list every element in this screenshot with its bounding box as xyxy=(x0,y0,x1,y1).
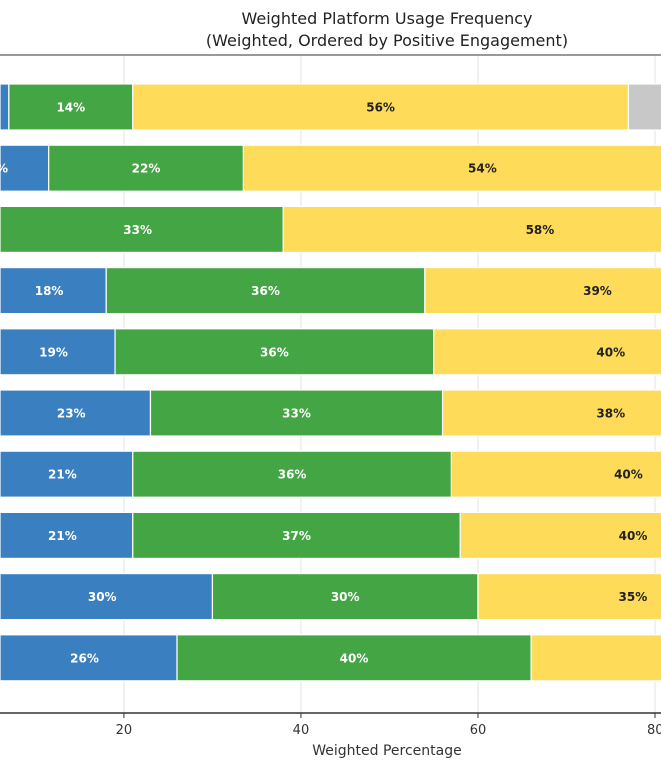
segment-label: 18% xyxy=(35,284,64,298)
segment-label: 19% xyxy=(39,345,68,359)
segment-label: 40% xyxy=(340,651,369,665)
bar-segment-blue xyxy=(0,83,10,131)
segment-label: 26% xyxy=(70,651,99,665)
chart-title: Weighted Platform Usage Frequency xyxy=(242,9,533,28)
segment-labels: 14% 56%% 22% 54% 33% 58% 18% 36% 39% 19% 36% 40% 23%… xyxy=(0,101,647,666)
segment-label: 35% xyxy=(619,590,648,604)
bar-segment-green xyxy=(149,389,444,437)
bar-segment-blue xyxy=(0,328,116,376)
bar-segment-green xyxy=(176,634,532,682)
segment-label: 37% xyxy=(282,529,311,543)
segment-label: % xyxy=(0,162,8,176)
segment-label: 39% xyxy=(583,284,612,298)
bar-segment-blue xyxy=(0,511,134,560)
bars xyxy=(0,83,661,682)
bar-segment-yellow xyxy=(132,83,630,131)
x-axis-ticks: 20 40 60 80 xyxy=(116,713,661,738)
bar-segment-yellow xyxy=(450,450,661,498)
chart-subtitle: (Weighted, Ordered by Positive Engagemen… xyxy=(206,31,568,50)
segment-label: 14% xyxy=(56,101,85,115)
segment-label: 23% xyxy=(57,407,86,421)
segment-label: 21% xyxy=(48,529,77,543)
x-tick-label: 80 xyxy=(647,723,661,738)
bar-segment-yellow xyxy=(530,634,661,682)
segment-label: 36% xyxy=(251,284,280,298)
segment-label: 38% xyxy=(596,407,625,421)
segment-label: 21% xyxy=(48,468,77,482)
segment-label: 40% xyxy=(614,468,643,482)
bar-segment-green xyxy=(8,83,134,131)
bar-segment-yellow xyxy=(477,572,661,621)
segment-label: 54% xyxy=(468,162,497,176)
segment-label: 40% xyxy=(596,345,625,359)
x-tick-label: 20 xyxy=(116,723,133,738)
bar-segment-gray xyxy=(627,83,661,131)
bar-segment-yellow xyxy=(282,205,661,253)
bar-segment-yellow xyxy=(459,511,661,560)
bar-segment-yellow xyxy=(441,389,661,437)
bar-segment-yellow xyxy=(424,267,661,315)
bar-segment-blue xyxy=(0,389,152,437)
bar-segment-green xyxy=(48,144,245,192)
segment-label: 30% xyxy=(88,590,117,604)
bar-segment-yellow xyxy=(433,328,661,376)
bar-segment-yellow xyxy=(242,144,661,192)
segment-label: 36% xyxy=(260,345,289,359)
segment-label: 58% xyxy=(526,223,555,237)
segment-label: 22% xyxy=(132,162,161,176)
x-tick-label: 40 xyxy=(293,723,310,738)
segment-label: 33% xyxy=(282,407,311,421)
bar-segment-blue xyxy=(0,144,50,192)
bar-segment-green xyxy=(211,572,479,621)
segment-label: 56% xyxy=(366,101,395,115)
segment-label: 36% xyxy=(278,468,307,482)
bar-segment-green xyxy=(132,511,461,560)
x-axis-label: Weighted Percentage xyxy=(312,743,461,759)
bar-segment-green xyxy=(132,450,453,498)
bar-segment-blue xyxy=(0,634,178,682)
bar-segment-blue xyxy=(0,450,134,498)
bar-segment-green xyxy=(114,328,435,376)
segment-label: 30% xyxy=(331,590,360,604)
segment-label: 33% xyxy=(123,223,152,237)
bar-segment-blue xyxy=(0,267,107,315)
x-tick-label: 60 xyxy=(470,723,487,738)
segment-label: 40% xyxy=(619,529,648,543)
